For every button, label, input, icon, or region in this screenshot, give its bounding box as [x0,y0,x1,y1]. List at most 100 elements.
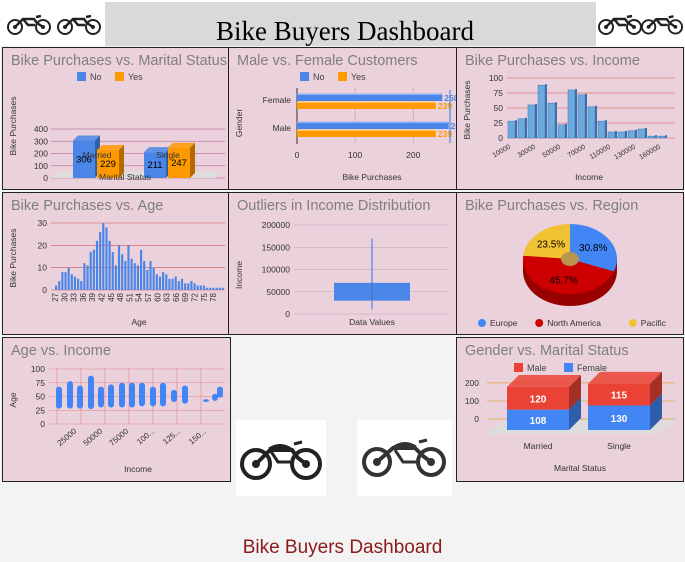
x-tick-label: 33 [70,292,79,301]
bar [168,147,190,178]
bar [177,281,180,290]
bar [577,94,586,139]
point-cluster [129,382,135,408]
x-tick-label: 110000 [589,144,612,162]
point-cluster [203,399,209,402]
bar [97,149,119,178]
bar-top [507,375,581,388]
y-tick-label: 200 [465,378,479,388]
y-tick-label: Male [273,123,292,133]
bar [89,252,92,290]
point-cluster [67,381,73,409]
chart-title: Bike Purchases vs. Income [465,53,640,69]
y-tick-label: 50 [494,103,504,113]
x-tick-label: 130000 [613,144,637,162]
bar-side [635,129,637,138]
point-cluster [139,382,145,407]
bar [108,240,111,290]
x-tick-label: 42 [98,292,107,301]
chart-title: Outliers in Income Distribution [237,198,431,214]
bar-side [595,105,597,138]
chart-panel-outliers: Outliers in Income Distribution 0 50000 10… [228,192,457,335]
bar-side [555,102,557,138]
bar-side [515,120,517,138]
bar [507,387,569,410]
chart-panel-gender-marital: Gender vs. Marital Status Male Female 0 100… [456,337,684,482]
bar [146,269,149,290]
legend-label: Male [527,363,547,373]
bar-side [655,135,657,138]
legend-label: Pacific [641,318,667,328]
chart-title: Male vs. Female Customers [237,53,418,69]
legend-swatch [514,363,523,372]
point-cluster [56,386,62,409]
bar [144,152,166,178]
y-tick-label: 400 [34,124,48,134]
bar [617,131,626,139]
x-axis-title: Marital Status [99,172,151,182]
x-tick-label: 60 [153,292,162,301]
pie-slice [523,224,570,259]
x-tick-label: 36 [79,292,88,301]
y-tick-label: 0 [498,133,503,143]
bar [80,281,83,290]
bar-top [144,147,171,153]
x-tick-label: 48 [116,292,125,301]
bar [597,120,606,139]
x-axis-title: Marital Status [554,463,606,473]
y-axis-title: Age [8,392,18,407]
legend-swatch [300,72,309,81]
bar [64,272,67,290]
bar [507,409,569,430]
data-label: 306 [76,154,92,165]
bar [209,287,212,290]
header-title-bar [105,2,596,46]
dashboard-footer: Bike Buyers Dashboard [242,537,443,558]
bar [92,249,95,290]
legend-label: North America [547,318,601,328]
bar-side [665,135,667,138]
x-axis-title: Data Values [349,317,395,327]
legend-label: Female [577,363,607,373]
point-cluster [150,386,156,407]
point-cluster [119,382,125,408]
data-label: 130 [611,414,628,425]
bar-side [525,117,527,138]
y-tick-label: 75 [494,88,504,98]
pie-hole [561,252,579,266]
bar [77,278,80,290]
pie-slice [570,224,617,272]
slice-label: 45.7% [549,275,577,286]
chart-title: Age vs. Income [11,343,111,359]
bar-side [545,84,547,138]
chart-panel-age-income: Age vs. Income 0 25 50 75 100 25000 50000 75000… [2,337,231,482]
y-tick-label: 0 [474,414,479,424]
bar [607,131,616,139]
bar [127,245,130,290]
bar [215,287,218,290]
x-tick-label: 150... [187,427,208,447]
legend-swatch [77,72,86,81]
motorcycle-icon [57,14,101,35]
bar-side [650,393,662,430]
bar [537,84,546,139]
chart-panel-income: Bike Purchases vs. Income 0 25 50 75 100 1000… [456,47,684,190]
legend-swatch [628,319,637,327]
bar [83,263,86,290]
bar-top [97,144,124,150]
bar [184,283,187,290]
y-tick-label: 50000 [266,287,290,297]
data-label: 120 [530,394,547,405]
y-tick-label: 100 [34,161,48,171]
x-tick-label: 50000 [542,144,562,160]
chart-title: Gender vs. Marital Status [465,343,629,359]
bar [507,120,516,139]
chart-panel-gender: Male vs. Female Customers NoYes010020025… [228,47,457,190]
bar [111,252,114,290]
x-tick-label: 10000 [492,144,512,160]
motorcycle-image [236,420,326,496]
bar [180,278,184,290]
bar [196,285,199,290]
